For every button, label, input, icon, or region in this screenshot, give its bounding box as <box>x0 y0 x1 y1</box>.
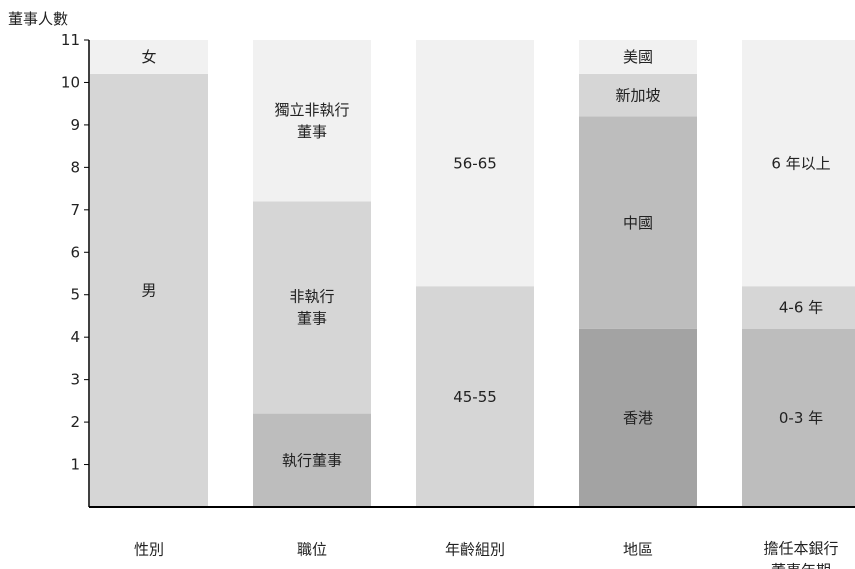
y-tick-label: 10 <box>61 73 80 91</box>
bar-segment <box>416 286 534 507</box>
y-tick-label: 4 <box>70 328 80 346</box>
y-tick-label: 2 <box>70 413 80 431</box>
bar-segment <box>416 40 534 287</box>
category-label: 職位 <box>297 540 327 558</box>
y-tick-label: 3 <box>70 371 80 389</box>
segment-label: 6 年以上 <box>771 154 830 172</box>
bar-segment <box>90 40 208 74</box>
segment-label: 獨立非執行董事 <box>274 101 349 141</box>
y-tick-label: 1 <box>70 456 80 474</box>
category-label: 地區 <box>623 540 653 558</box>
segment-label: 執行董事 <box>282 452 342 470</box>
segment-label: 香港 <box>623 409 653 427</box>
y-tick-label: 6 <box>70 243 80 261</box>
category-label: 擔任本銀行董事年期 <box>763 539 838 569</box>
y-tick-label: 5 <box>70 286 80 304</box>
category-label: 年齡組別 <box>445 540 505 558</box>
bar-segment <box>742 40 855 287</box>
segment-label: 非執行董事 <box>289 288 334 328</box>
y-axis-title: 董事人數 <box>8 10 69 28</box>
bar-segment <box>579 40 697 74</box>
bar-segment <box>253 201 371 414</box>
bar-segment <box>579 116 697 329</box>
bar-segment <box>742 328 855 507</box>
bar-segment <box>253 40 371 202</box>
y-tick-label: 11 <box>61 31 80 49</box>
segment-label: 中國 <box>623 214 653 232</box>
bar-segment <box>90 73 208 508</box>
y-tick-label: 7 <box>70 201 80 219</box>
segment-label: 新加坡 <box>615 86 660 104</box>
segment-label: 56-65 <box>453 154 497 172</box>
bar-segment <box>579 73 697 117</box>
segment-label: 0-3 年 <box>779 409 823 427</box>
segment-label: 45-55 <box>453 388 497 406</box>
y-tick-label: 9 <box>70 116 80 134</box>
bar-segment <box>579 328 697 507</box>
category-label: 性別 <box>134 540 164 558</box>
segment-label: 美國 <box>623 48 653 66</box>
segment-label: 4-6 年 <box>779 299 823 317</box>
segment-label: 女 <box>141 48 156 66</box>
y-tick-label: 8 <box>70 158 80 176</box>
bar-segment <box>253 413 371 507</box>
bar-segment <box>742 286 855 329</box>
segment-label: 男 <box>141 282 156 300</box>
